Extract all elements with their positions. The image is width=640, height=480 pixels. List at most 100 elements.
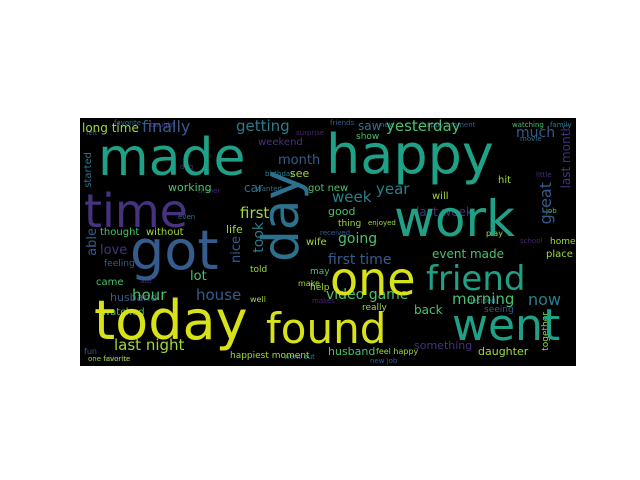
- word-surprise: surprise: [296, 129, 325, 137]
- word-movie: movie: [520, 135, 542, 143]
- word-well: well: [250, 295, 266, 304]
- word-school: school: [520, 237, 543, 245]
- word-friend: friend: [426, 259, 526, 299]
- word-ate: ate: [140, 277, 152, 285]
- word-video-game: video game: [326, 287, 409, 303]
- word-day: day: [252, 170, 310, 262]
- word-favorite: favorite: [114, 119, 142, 127]
- word-dog: dog: [180, 163, 194, 171]
- word-event-made: event made: [432, 247, 505, 261]
- word-today: today: [94, 289, 248, 352]
- word-nice: nice: [229, 236, 244, 263]
- word-morning: morning: [452, 290, 515, 308]
- word-got-new: got new: [308, 183, 349, 194]
- word-time: time: [84, 184, 188, 238]
- word-month: month: [278, 153, 321, 168]
- word-happiest-moment: happiest moment: [230, 351, 310, 361]
- word-wanted: wanted: [256, 185, 282, 193]
- word-one-favorite: one favorite: [88, 355, 131, 363]
- word-life: life: [226, 223, 243, 236]
- word-now: now: [528, 290, 562, 309]
- word-found: found: [266, 304, 387, 353]
- word-working: working: [168, 181, 212, 194]
- word-fun: fun: [84, 347, 97, 356]
- word-getting: getting: [236, 118, 290, 135]
- word-felt: felt: [86, 129, 98, 137]
- word-home: home: [550, 237, 576, 247]
- word-work: work: [394, 190, 515, 248]
- word-enjoyed: enjoyed: [368, 219, 396, 227]
- word-came: came: [96, 277, 124, 288]
- word-first: first: [240, 204, 270, 222]
- word-good: good: [328, 205, 356, 218]
- word-happy: happy: [326, 123, 494, 186]
- word-even: even: [178, 213, 196, 221]
- word-made: made: [98, 128, 246, 188]
- word-without: without: [146, 227, 184, 238]
- word-great: great: [536, 182, 555, 225]
- word-able-to: able to: [104, 355, 129, 363]
- word-started: started: [83, 152, 94, 188]
- word-make: make: [298, 279, 320, 288]
- word-house: house: [196, 286, 242, 304]
- word-weekend: weekend: [258, 137, 303, 148]
- word-feel-happy: feel happy: [376, 347, 419, 356]
- word-last-night: last night: [114, 336, 185, 354]
- word-love: love: [100, 243, 128, 258]
- word-car: car: [244, 181, 263, 195]
- word-play: play: [486, 229, 503, 238]
- word-last-month: last month: [559, 124, 573, 189]
- word-daughter: daughter: [478, 345, 529, 358]
- word-job: job: [546, 207, 557, 215]
- word-first-time: first time: [328, 252, 392, 268]
- word-lot: lot: [190, 269, 207, 284]
- word-makes: makes: [312, 297, 335, 305]
- word-help: help: [310, 283, 330, 293]
- word-received: received: [320, 229, 351, 237]
- word-cloud: felt favorite bought birthday surprise f…: [80, 118, 576, 366]
- word-decided: decided: [468, 297, 496, 305]
- word-got: got: [130, 219, 219, 282]
- word-hour: hour: [132, 286, 167, 304]
- word-told: told: [250, 265, 268, 275]
- word-went-out: went out: [284, 353, 315, 361]
- word-yesterday: yesterday: [386, 118, 461, 135]
- word-bought: bought: [150, 121, 175, 129]
- word-last-week: last week: [416, 205, 473, 219]
- word-watching: watching: [512, 121, 544, 129]
- word-one: one: [330, 252, 416, 306]
- word-seeing: seeing: [484, 305, 514, 315]
- word-friends: friends: [330, 119, 355, 127]
- word-back: back: [414, 303, 443, 317]
- word-dinner: dinner: [198, 187, 221, 195]
- word-birthday: birthday: [265, 170, 295, 178]
- word-watched: watched: [102, 307, 145, 318]
- word-went: went: [452, 300, 561, 351]
- word-place: place: [546, 249, 573, 260]
- word-thought: thought: [100, 227, 140, 238]
- word-thing: thing: [338, 219, 362, 229]
- word-much: much: [516, 125, 556, 141]
- word-saw: saw: [358, 119, 382, 133]
- word-wife: wife: [306, 237, 327, 248]
- word-show: show: [356, 132, 380, 142]
- word-may: may: [310, 267, 330, 277]
- word-son: husband: [110, 291, 158, 304]
- word-little: little: [536, 171, 552, 179]
- word-really: really: [362, 303, 387, 313]
- word-something: something: [414, 339, 473, 352]
- word-hit: hit: [498, 175, 512, 186]
- word-year: year: [376, 180, 410, 198]
- word-husband-shown-final: husband: [328, 345, 376, 358]
- word-week: week: [332, 188, 372, 206]
- word-new: new: [380, 121, 395, 129]
- word-going: going: [338, 231, 378, 247]
- word-feeling: feeling: [104, 259, 135, 269]
- word-finally: finally: [142, 118, 191, 136]
- word-family: family: [550, 121, 572, 129]
- word-new-job: new job: [370, 357, 398, 365]
- word-will: will: [432, 191, 449, 202]
- word-happy-moment: happy moment: [422, 121, 476, 129]
- word-see: see: [290, 167, 310, 180]
- word-long-time: long time: [82, 121, 139, 135]
